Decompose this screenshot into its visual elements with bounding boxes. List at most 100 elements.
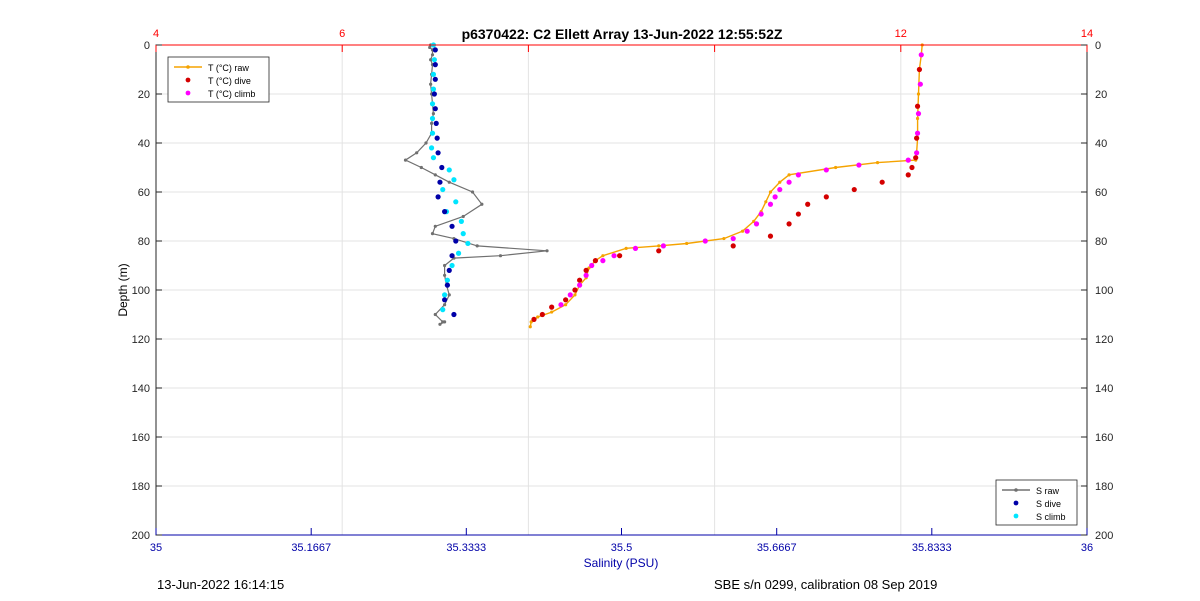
data-point-s-climb <box>429 130 436 136</box>
data-point-s-dive <box>435 194 441 200</box>
data-point-s-raw <box>443 303 447 307</box>
y-tick-label-left: 140 <box>132 383 150 395</box>
data-point-s-dive <box>432 76 438 82</box>
data-point-s-dive <box>449 253 455 259</box>
legend-entry-label: T (°C) climb <box>208 89 255 99</box>
y-tick-label-right: 120 <box>1095 334 1113 346</box>
data-point-t-c-climb <box>744 228 750 234</box>
chart-title: p6370422: C2 Ellett Array 13-Jun-2022 12… <box>462 26 783 42</box>
data-point-s-dive <box>437 179 443 185</box>
data-point-s-climb <box>465 240 471 247</box>
top-tick-label: 14 <box>1081 28 1093 40</box>
series-t-c-dive <box>531 66 923 322</box>
data-point-t-c-climb <box>577 282 583 288</box>
data-point-t-c-dive <box>879 179 885 185</box>
data-point-s-climb <box>451 177 457 183</box>
bottom-tick-label: 35.8333 <box>912 542 952 554</box>
axes: 0 0 20 20 40 40 60 60 80 80 100 100 120 120 140 140 160 1… <box>132 28 1114 554</box>
data-point-t-c-raw <box>916 92 921 96</box>
legend-entry-label: T (°C) raw <box>208 63 249 73</box>
y-tick-label-right: 200 <box>1095 530 1113 542</box>
series-t-c-climb <box>558 52 924 308</box>
y-tick-label-right: 0 <box>1095 40 1101 52</box>
x-axis-label: Salinity (PSU) <box>584 556 659 570</box>
data-point-t-c-raw <box>624 246 628 250</box>
data-point-s-raw <box>428 45 432 50</box>
data-point-t-c-climb <box>600 258 606 264</box>
data-point-s-raw <box>443 263 447 268</box>
data-point-s-dive <box>449 223 455 229</box>
data-point-t-c-raw <box>528 325 532 329</box>
data-point-s-dive <box>435 150 441 156</box>
data-point-s-climb <box>429 101 436 107</box>
data-point-t-c-dive <box>730 243 736 249</box>
bottom-tick-label: 35.3333 <box>446 542 486 554</box>
data-point-s-dive <box>442 297 448 303</box>
data-point-t-c-raw <box>657 244 661 248</box>
y-tick-label-right: 160 <box>1095 432 1113 444</box>
data-point-t-c-dive <box>563 297 569 303</box>
data-point-t-c-dive <box>851 186 857 193</box>
legend-entry-label: T (°C) dive <box>208 76 251 86</box>
data-point-s-climb <box>428 145 435 151</box>
data-point-t-c-dive <box>913 155 919 161</box>
data-point-s-climb <box>429 115 436 122</box>
data-point-s-climb <box>453 199 459 205</box>
data-point-t-c-dive <box>549 304 555 310</box>
data-point-s-raw <box>433 224 437 228</box>
data-point-s-climb <box>458 218 464 224</box>
bottom-tick-label: 35.6667 <box>757 542 797 554</box>
legend-box <box>995 479 1078 526</box>
data-point-s-raw <box>424 141 428 145</box>
data-point-t-c-dive <box>531 316 537 322</box>
y-tick-label-left: 180 <box>132 481 150 493</box>
legend-swatch-marker <box>185 77 191 83</box>
data-point-s-climb <box>440 307 446 313</box>
data-point-t-c-climb <box>905 157 911 163</box>
data-point-s-dive <box>451 311 457 318</box>
data-point-t-c-climb <box>917 81 923 87</box>
data-point-s-raw <box>429 82 433 86</box>
data-point-t-c-raw <box>536 315 540 319</box>
data-point-t-c-dive <box>572 287 578 293</box>
data-point-t-c-dive <box>823 194 829 200</box>
data-point-s-climb <box>440 186 446 193</box>
data-point-s-dive <box>446 267 452 273</box>
data-point-s-climb <box>444 277 451 283</box>
data-point-t-c-dive <box>795 211 801 217</box>
data-point-t-c-climb <box>660 243 666 249</box>
data-point-t-c-raw <box>573 293 577 297</box>
data-point-t-c-climb <box>777 186 783 193</box>
data-point-t-c-climb <box>702 238 708 244</box>
data-point-s-raw <box>475 244 479 248</box>
data-point-s-climb <box>455 250 462 256</box>
bottom-tick-label: 36 <box>1081 542 1093 554</box>
y-tick-label-right: 60 <box>1095 187 1107 199</box>
data-point-t-c-climb <box>730 235 736 242</box>
legend-salinity: S raw S dive S climb <box>995 479 1078 526</box>
data-point-s-raw <box>470 190 475 194</box>
data-point-s-raw <box>443 320 447 324</box>
legend-temperature: T (°C) raw T (°C) dive T (°C) climb <box>167 56 270 103</box>
data-point-t-c-climb <box>758 211 764 217</box>
data-point-s-raw <box>429 58 433 62</box>
data-point-s-climb <box>460 231 466 237</box>
data-point-s-dive <box>432 106 438 112</box>
data-point-s-dive <box>442 209 448 215</box>
data-point-t-c-climb <box>767 201 774 207</box>
top-tick-label: 6 <box>339 28 345 40</box>
footer-timestamp: 13-Jun-2022 16:14:15 <box>157 577 285 592</box>
legend-entry-label: S dive <box>1036 499 1061 509</box>
y-tick-label-right: 80 <box>1095 236 1107 248</box>
data-point-t-c-climb <box>914 130 921 136</box>
data-point-t-c-raw <box>722 236 726 241</box>
data-point-s-dive <box>444 282 451 288</box>
data-point-t-c-climb <box>914 150 920 156</box>
bottom-tick-label: 35.1667 <box>291 542 331 554</box>
data-point-s-raw <box>431 112 436 116</box>
data-point-s-dive <box>432 47 438 53</box>
data-point-s-climb <box>446 167 452 173</box>
data-point-t-c-raw <box>550 310 554 314</box>
y-tick-label-right: 180 <box>1095 481 1113 493</box>
data-point-t-c-raw <box>787 173 791 177</box>
